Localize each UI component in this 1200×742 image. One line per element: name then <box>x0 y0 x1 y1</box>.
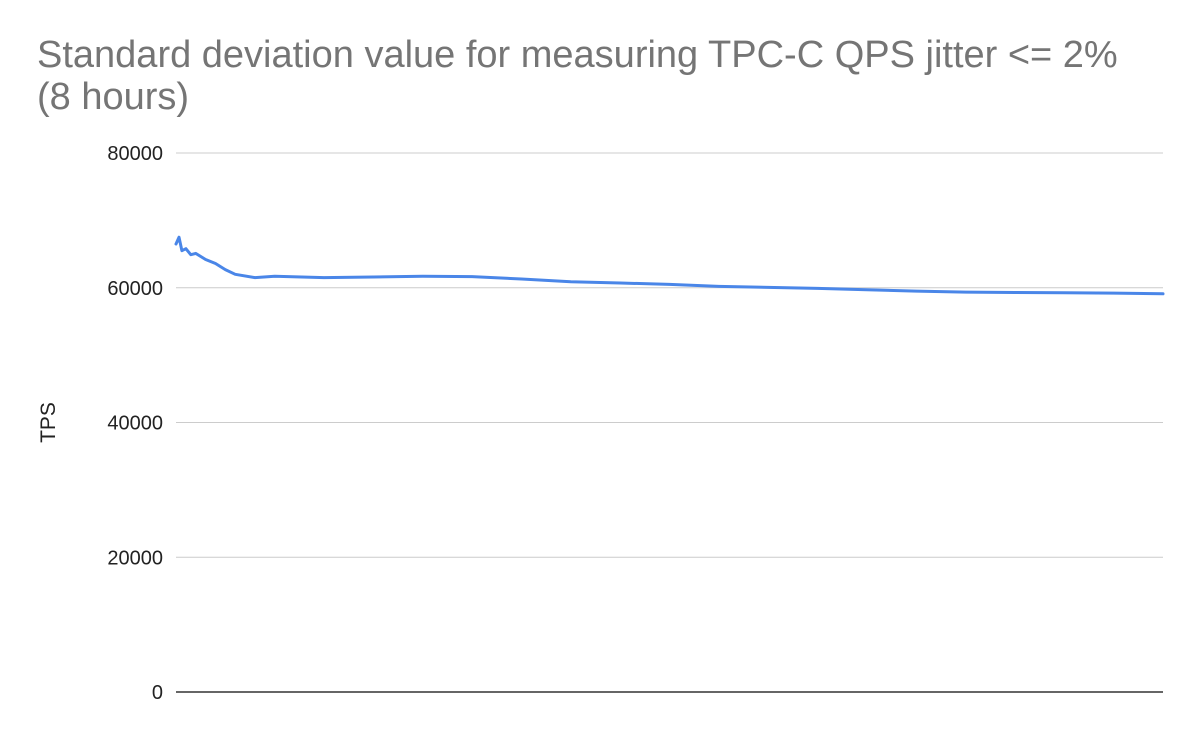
y-axis-ticks: 80000 60000 40000 20000 0 <box>107 143 163 704</box>
y-axis-title: TPS <box>37 402 60 443</box>
y-tick-label: 0 <box>152 682 163 704</box>
gridlines <box>176 152 1163 558</box>
y-tick-label: 20000 <box>107 547 163 569</box>
y-tick-label: 60000 <box>107 278 163 300</box>
y-tick-label: 80000 <box>107 143 163 165</box>
series-line <box>174 235 1165 296</box>
chart-title: Standard deviation value for measuring T… <box>37 34 1118 118</box>
series-layer <box>174 235 1165 296</box>
y-tick-label: 40000 <box>107 413 163 435</box>
